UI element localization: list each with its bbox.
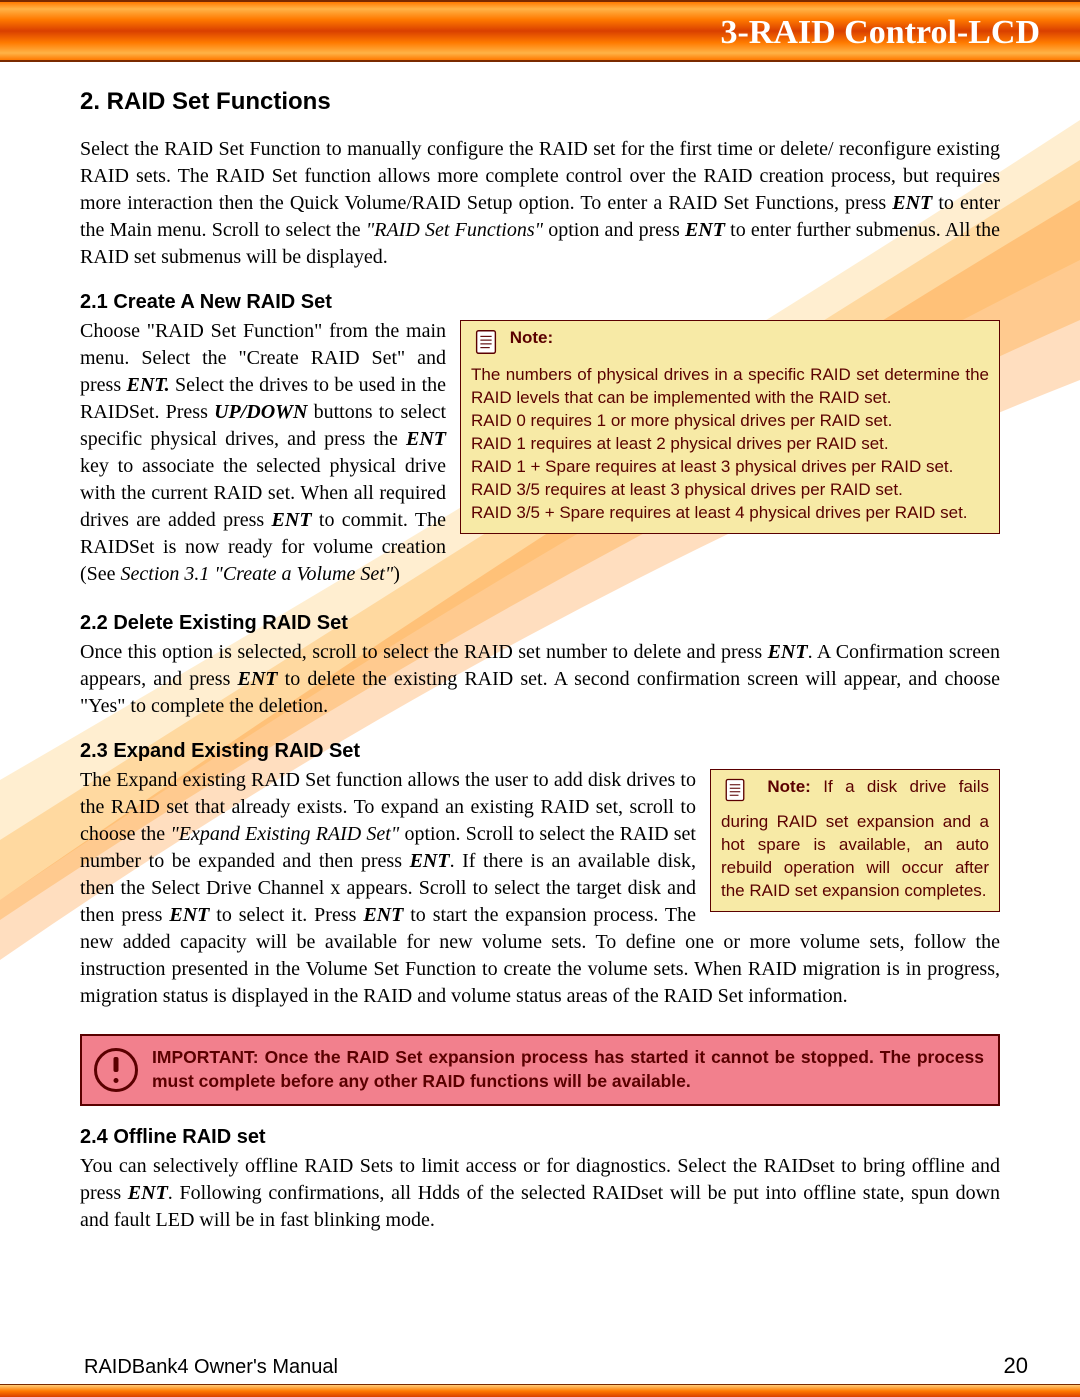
- content: 2. RAID Set Functions Select the RAID Se…: [0, 62, 1080, 1234]
- chapter-title: 3-RAID Control-LCD: [720, 14, 1040, 51]
- chapter-header: 3-RAID Control-LCD: [0, 0, 1080, 62]
- footer-accent-bar: [0, 1384, 1080, 1397]
- subsection-2-3-heading: 2.3 Expand Existing RAID Set: [80, 738, 1000, 765]
- note-line: The numbers of physical drives in a spec…: [471, 364, 989, 410]
- note-label: Note:: [510, 328, 553, 347]
- note-icon: [471, 327, 505, 364]
- note-line: RAID 3/5 requires at least 3 physical dr…: [471, 479, 989, 502]
- footer-page-number: 20: [1004, 1353, 1028, 1379]
- alert-icon: [94, 1048, 138, 1092]
- subsection-2-3-body: Note: If a disk drive fails during RAID …: [80, 767, 1000, 1014]
- note-line: RAID 0 requires 1 or more physical drive…: [471, 410, 989, 433]
- subsection-2-1-heading: 2.1 Create A New RAID Set: [80, 289, 1000, 316]
- note-line: RAID 3/5 + Spare requires at least 4 phy…: [471, 502, 989, 525]
- note-label: Note:: [767, 777, 810, 796]
- footer-manual-title: RAIDBank4 Owner's Manual: [84, 1356, 338, 1379]
- page: 3-RAID Control-LCD 2. RAID Set Functions…: [0, 0, 1080, 1397]
- note-box-raid-levels: Note: The numbers of physical drives in …: [460, 320, 1000, 534]
- page-footer: RAIDBank4 Owner's Manual 20: [0, 1349, 1080, 1397]
- note-line: RAID 1 requires at least 2 physical driv…: [471, 433, 989, 456]
- paragraph-2-4: You can selectively offline RAID Sets to…: [80, 1153, 1000, 1234]
- subsection-2-2-heading: 2.2 Delete Existing RAID Set: [80, 610, 1000, 637]
- note-text: If a disk drive fails during RAID set ex…: [721, 777, 989, 900]
- section-heading: 2. RAID Set Functions: [80, 86, 1000, 118]
- paragraph-2-2: Once this option is selected, scroll to …: [80, 639, 1000, 720]
- subsection-2-1-body: Note: The numbers of physical drives in …: [80, 318, 1000, 592]
- note-line: RAID 1 + Spare requires at least 3 physi…: [471, 456, 989, 479]
- subsection-2-4-heading: 2.4 Offline RAID set: [80, 1124, 1000, 1151]
- important-alert: IMPORTANT: Once the RAID Set expansion p…: [80, 1034, 1000, 1105]
- intro-paragraph: Select the RAID Set Function to manually…: [80, 136, 1000, 271]
- alert-text: IMPORTANT: Once the RAID Set expansion p…: [152, 1046, 984, 1093]
- note-box-hot-spare: Note: If a disk drive fails during RAID …: [710, 769, 1000, 912]
- note-icon: [721, 776, 755, 811]
